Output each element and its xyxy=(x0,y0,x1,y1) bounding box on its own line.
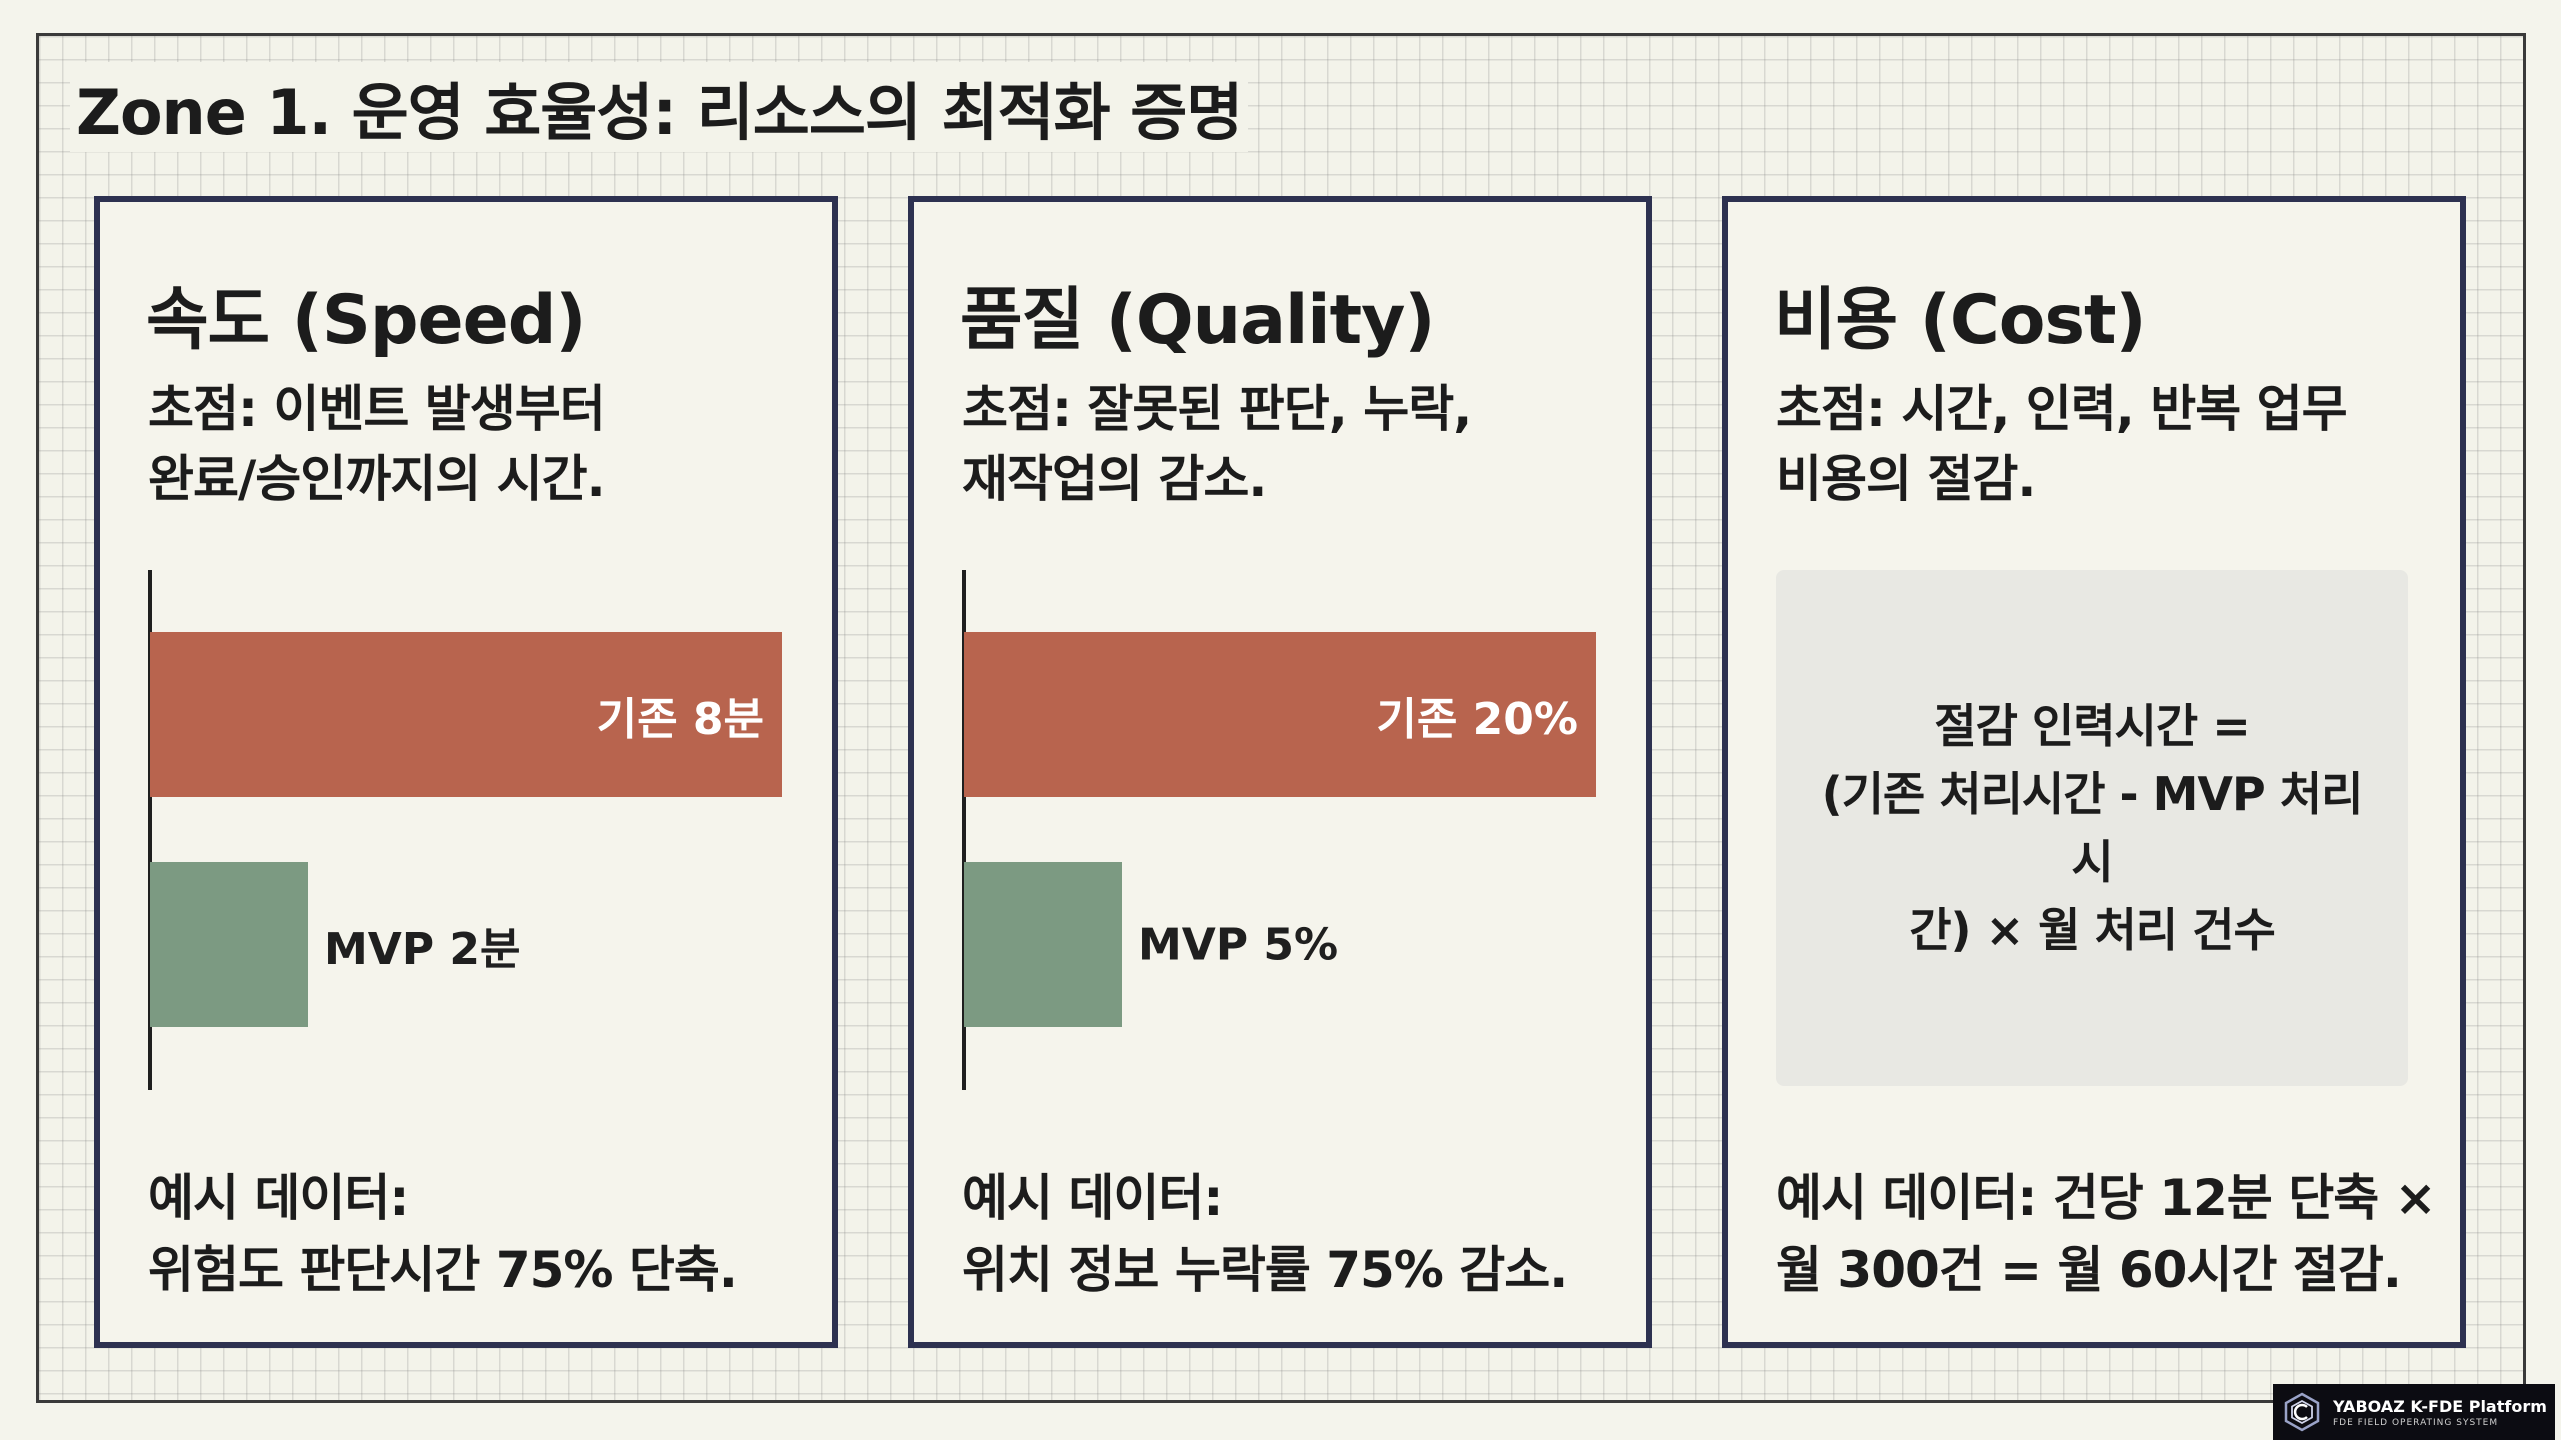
zone-title: Zone 1. 운영 효율성: 리소스의 최적화 증명 xyxy=(70,62,1249,152)
cost-card-title: 비용 (Cost) xyxy=(1774,281,2147,360)
speed-bar-mvp: MVP 2분 xyxy=(150,862,521,1027)
brand-name: YABOAZ K-FDE Platform xyxy=(2333,1396,2547,1416)
quality-card-title: 품질 (Quality) xyxy=(960,281,1436,360)
cost-focus-line-1: 초점: 시간, 인력, 반복 업무 xyxy=(1776,380,2348,438)
speed-card-focus: 초점: 이벤트 발생부터 완료/승인까지의 시간. xyxy=(148,374,788,514)
speed-focus-line-1: 초점: 이벤트 발생부터 xyxy=(148,380,606,438)
brand-text: YABOAZ K-FDE Platform FDE FIELD OPERATIN… xyxy=(2333,1397,2547,1428)
cost-focus-line-2: 비용의 절감. xyxy=(1776,450,2036,508)
speed-card: 속도 (Speed) 초점: 이벤트 발생부터 완료/승인까지의 시간. 기존 … xyxy=(94,196,838,1348)
quality-example: 예시 데이터: 위치 정보 누락률 75% 감소. xyxy=(962,1162,1642,1306)
cost-formula-line-3: 간) × 월 처리 건수 xyxy=(1909,903,2276,957)
cost-formula-box: 절감 인력시간 = (기존 처리시간 - MVP 처리시 간) × 월 처리 건… xyxy=(1776,570,2408,1086)
quality-focus-line-1: 초점: 잘못된 판단, 누락, xyxy=(962,380,1472,438)
cost-formula: 절감 인력시간 = (기존 처리시간 - MVP 처리시 간) × 월 처리 건… xyxy=(1812,692,2372,964)
speed-example-line-1: 예시 데이터: xyxy=(148,1169,409,1227)
speed-focus-line-2: 완료/승인까지의 시간. xyxy=(148,450,606,508)
quality-bar-before: 기존 20% xyxy=(964,632,1596,797)
quality-chart-axis xyxy=(962,570,966,1090)
cost-card-focus: 초점: 시간, 인력, 반복 업무 비용의 절감. xyxy=(1776,374,2416,514)
cost-example-line-1: 예시 데이터: 건당 12분 단축 × xyxy=(1776,1169,2437,1227)
quality-bar-mvp: MVP 5% xyxy=(964,862,1338,1027)
cost-formula-line-2: (기존 처리시간 - MVP 처리시 xyxy=(1821,767,2364,889)
hexagon-logo-icon xyxy=(2284,1392,2320,1432)
cost-formula-line-1: 절감 인력시간 = xyxy=(1934,699,2251,753)
speed-example: 예시 데이터: 위험도 판단시간 75% 단축. xyxy=(148,1162,828,1306)
quality-focus-line-2: 재작업의 감소. xyxy=(962,450,1267,508)
brand-subtitle: FDE FIELD OPERATING SYSTEM xyxy=(2333,1417,2499,1428)
quality-bar-mvp-label: MVP 5% xyxy=(1138,919,1339,970)
quality-example-line-2: 위치 정보 누락률 75% 감소. xyxy=(962,1241,1568,1299)
speed-bar-mvp-label: MVP 2분 xyxy=(324,923,521,975)
quality-bar-before-label: 기존 20% xyxy=(1376,693,1578,745)
quality-example-line-1: 예시 데이터: xyxy=(962,1169,1223,1227)
speed-bar-before: 기존 8분 xyxy=(150,632,782,797)
speed-bar-before-label: 기존 8분 xyxy=(596,693,764,745)
quality-card: 품질 (Quality) 초점: 잘못된 판단, 누락, 재작업의 감소. 기존… xyxy=(908,196,1652,1348)
speed-bar-chart: 기존 8분 MVP 2분 xyxy=(148,570,798,1090)
cost-example: 예시 데이터: 건당 12분 단축 × 월 300건 = 월 60시간 절감. xyxy=(1776,1162,2456,1306)
speed-card-title: 속도 (Speed) xyxy=(146,281,587,360)
cost-example-line-2: 월 300건 = 월 60시간 절감. xyxy=(1776,1241,2402,1299)
quality-card-focus: 초점: 잘못된 판단, 누락, 재작업의 감소. xyxy=(962,374,1602,514)
quality-bar-chart: 기존 20% MVP 5% xyxy=(962,570,1612,1090)
speed-example-line-2: 위험도 판단시간 75% 단축. xyxy=(148,1241,738,1299)
cost-card: 비용 (Cost) 초점: 시간, 인력, 반복 업무 비용의 절감. 절감 인… xyxy=(1722,196,2466,1348)
brand-badge: YABOAZ K-FDE Platform FDE FIELD OPERATIN… xyxy=(2273,1384,2555,1440)
speed-chart-axis xyxy=(148,570,152,1090)
